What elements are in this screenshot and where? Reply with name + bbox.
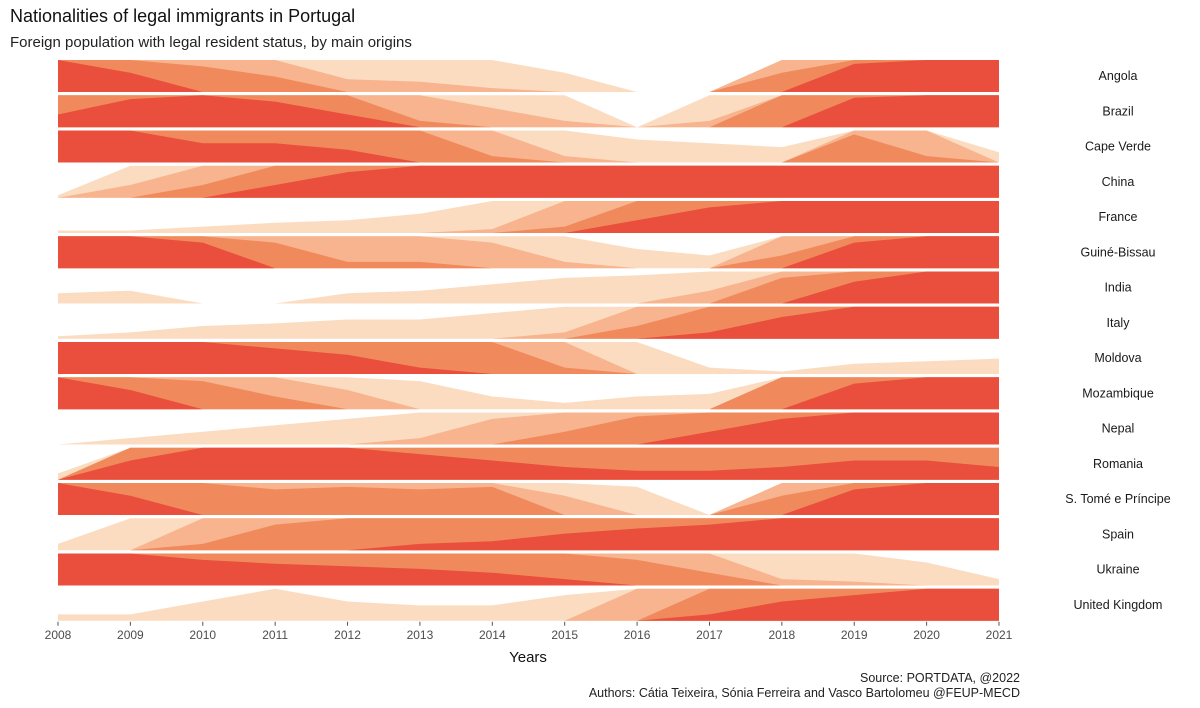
row-spain: Spain (58, 518, 1134, 551)
x-tick-label: 2009 (117, 628, 144, 642)
band-4 (58, 518, 999, 551)
chart-rows: Angola Brazil Cape Verde China France Guiné-B… (58, 60, 1171, 621)
x-tick-label: 2017 (696, 628, 723, 642)
band-4 (58, 377, 999, 410)
band-4 (58, 412, 999, 445)
row-romania: Romania (58, 447, 1143, 480)
band-3 (58, 483, 999, 515)
x-tick-label: 2016 (624, 628, 651, 642)
band-4 (58, 588, 999, 621)
row-label: India (1104, 281, 1131, 295)
row-label: Cape Verde (1085, 140, 1151, 154)
row-france: France (58, 201, 1137, 233)
x-tick-label: 2012 (334, 628, 361, 642)
row-united-kingdom: United Kingdom (58, 588, 1163, 621)
band-4 (58, 342, 999, 374)
x-tick-label: 2010 (189, 628, 216, 642)
x-axis: 2008 2009 2010 2011 2012 2013 2014 2015 2016 2017… (45, 621, 1013, 642)
band-4 (58, 201, 999, 233)
band-4 (58, 447, 999, 480)
row-moldova: Moldova (58, 342, 1142, 374)
row-cape-verde: Cape Verde (58, 130, 1151, 163)
x-tick-label: 2015 (551, 628, 578, 642)
band-4 (58, 483, 999, 515)
chart-title: Nationalities of legal immigrants in Por… (10, 6, 356, 26)
row-label: Guiné-Bissau (1080, 245, 1155, 259)
row-label: France (1099, 210, 1138, 224)
band-3 (58, 271, 999, 304)
row-label: China (1102, 175, 1135, 189)
x-tick-label: 2019 (841, 628, 868, 642)
row-india: India (58, 271, 1132, 304)
row-china: China (58, 165, 1135, 198)
band-4 (58, 306, 999, 339)
row-label: Nepal (1102, 422, 1135, 436)
x-tick-label: 2021 (986, 628, 1013, 642)
row-label: Mozambique (1082, 386, 1154, 400)
row-label: Moldova (1094, 351, 1141, 365)
x-tick-label: 2008 (45, 628, 72, 642)
band-4 (58, 553, 999, 586)
row-angola: Angola (58, 60, 1138, 92)
x-tick-label: 2011 (262, 628, 288, 642)
row-label: Romania (1093, 457, 1143, 471)
band-4 (58, 130, 999, 163)
band-4 (58, 236, 999, 269)
row-label: Spain (1102, 527, 1134, 541)
band-3 (58, 60, 999, 92)
band-4 (58, 165, 999, 198)
row-label: Ukraine (1096, 563, 1139, 577)
x-tick-label: 2018 (768, 628, 795, 642)
source-note: Source: PORTDATA, @2022 (860, 671, 1020, 685)
band-3 (58, 236, 999, 269)
row-label: S. Tomé e Príncipe (1065, 492, 1170, 506)
row-s-tom-e-pr-ncipe: S. Tomé e Príncipe (58, 483, 1171, 515)
row-nepal: Nepal (58, 412, 1135, 445)
x-axis-title: Years (509, 649, 547, 666)
x-tick-label: 2020 (913, 628, 940, 642)
band-4 (58, 95, 999, 128)
row-ukraine: Ukraine (58, 553, 1140, 586)
row-label: Brazil (1102, 104, 1133, 118)
x-tick-label: 2014 (479, 628, 506, 642)
chart-subtitle: Foreign population with legal resident s… (10, 34, 412, 51)
row-guin-bissau: Guiné-Bissau (58, 236, 1156, 269)
row-label: Angola (1099, 69, 1138, 83)
band-3 (58, 377, 999, 410)
band-4 (58, 271, 999, 304)
row-italy: Italy (58, 306, 1131, 339)
row-label: Italy (1107, 316, 1131, 330)
row-brazil: Brazil (58, 95, 1134, 128)
row-mozambique: Mozambique (58, 377, 1154, 410)
row-label: United Kingdom (1074, 598, 1163, 612)
authors-note: Authors: Cátia Teixeira, Sónia Ferreira … (588, 686, 1020, 700)
band-4 (58, 60, 999, 92)
x-tick-label: 2013 (407, 628, 434, 642)
